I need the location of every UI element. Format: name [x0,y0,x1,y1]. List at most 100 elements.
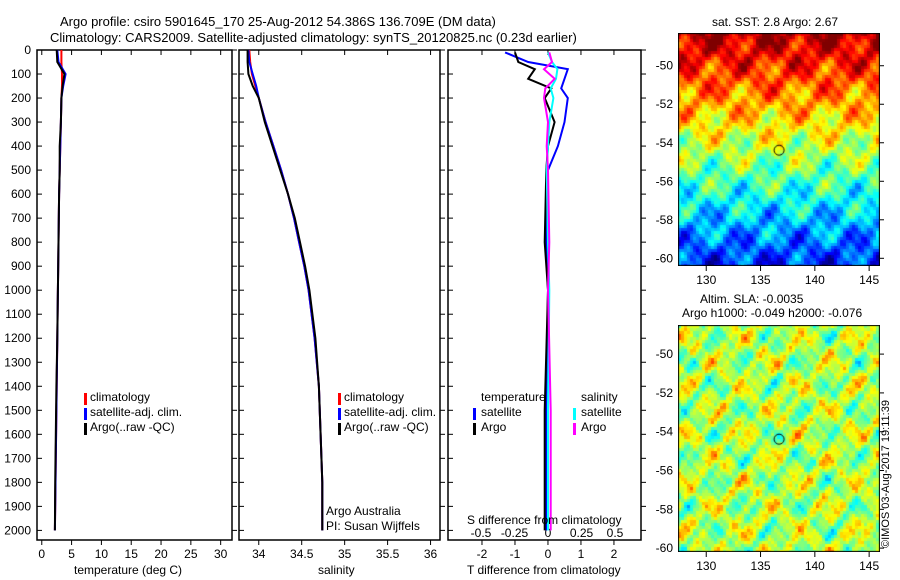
plot-frame [447,49,642,541]
map-x-tick-label: 135 [751,559,771,573]
y-tick-label: 500 [11,163,31,177]
legend-argo: Argo(..raw -QC) [90,420,175,434]
y-tick-label: 300 [11,115,31,129]
map-x-tick-label: 130 [696,559,716,573]
map-x-tick-label: 140 [805,559,825,573]
series-line-argo-raw-qc- [246,50,324,531]
y-tick-label: 800 [11,235,31,249]
series-line-argo-raw-qc- [53,49,66,531]
sla-map-title-1: Altim. SLA: -0.0035 [700,292,804,306]
sst-map-title: sat. SST: 2.8 Argo: 2.67 [712,15,839,29]
y-tick-label: 1300 [4,355,31,369]
legend-swatch [473,423,476,435]
map-y-tick-label: -50 [656,59,674,73]
legend-salinity-header: salinity [581,390,618,404]
sst-map [678,33,880,266]
x2-tick-label: 0.5 [607,526,624,540]
y-tick-label: 200 [11,91,31,105]
x2-tick-label: 0.25 [570,526,594,540]
x-tick-label: 2 [611,547,618,561]
legend-satellite: satellite-adj. clim. [344,405,437,419]
legend-swatch [338,408,341,420]
x-tick-label: 15 [125,547,139,561]
map-y-tick-label: -54 [656,136,674,150]
map-x-tick-label: 130 [696,273,716,287]
annotation-pi: PI: Susan Wijffels [326,519,420,533]
legend-climatology: climatology [90,390,151,404]
legend-s-argo: Argo [581,420,607,434]
x2-tick-label: -0.5 [471,526,492,540]
diff-x2label: S difference from climatology [467,513,622,527]
y-tick-label: 0 [24,43,31,57]
y-tick-label: 600 [11,187,31,201]
y-tick-label: 700 [11,211,31,225]
x-tick-label: 34.5 [290,547,314,561]
y-tick-label: 400 [11,139,31,153]
legend-swatch [473,408,476,420]
legend-swatch [84,393,87,405]
x-tick-label: 35 [338,547,352,561]
legend-climatology: climatology [344,390,405,404]
y-tick-label: 1200 [4,331,31,345]
map-y-tick-label: -60 [656,251,674,265]
sal-xlabel: salinity [318,563,355,577]
x-tick-label: -2 [477,547,488,561]
y-tick-label: 1800 [4,475,31,489]
x-tick-label: 1 [578,547,585,561]
legend-swatch [573,423,576,435]
x-tick-label: 25 [184,547,198,561]
map-x-tick-label: 145 [859,273,879,287]
y-tick-label: 1000 [4,283,31,297]
sla-map [678,325,880,552]
map-y-tick-label: -50 [656,347,674,361]
timestamp: ©IMOS 03-Aug-2017 19:11:39 [880,400,892,548]
series-line-t-satellite [504,51,570,531]
annotation-argo-australia: Argo Australia [326,504,401,518]
legend-swatch [338,393,341,405]
legend-satellite: satellite-adj. clim. [90,405,183,419]
x-tick-label: -1 [510,547,521,561]
legend-swatch [84,423,87,435]
y-tick-label: 1700 [4,451,31,465]
y-tick-label: 1900 [4,499,31,513]
series-line-s-argo [542,52,557,531]
plot-frame [36,49,233,541]
y-tick-label: 100 [11,67,31,81]
x-tick-label: 30 [214,547,228,561]
map-y-tick-label: -56 [656,464,674,478]
diff-xlabel: T difference from climatology [467,563,621,577]
temp-xlabel: temperature (deg C) [74,563,183,577]
legend-t-satellite: satellite [481,405,522,419]
x2-tick-label: 0 [545,526,552,540]
plot-frame [238,49,441,541]
legend-swatch [84,408,87,420]
map-y-tick-label: -52 [656,97,674,111]
y-tick-label: 1600 [4,427,31,441]
sla-map-title-2: Argo h1000: -0.049 h2000: -0.076 [682,306,863,320]
title-line-1: Argo profile: csiro 5901645_170 25-Aug-2… [60,14,496,29]
series-line-climatology [248,49,324,531]
map-y-tick-label: -58 [656,213,674,227]
legend-temperature-header: temperature [481,390,546,404]
y-tick-label: 1400 [4,379,31,393]
y-tick-label: 1100 [5,307,31,321]
legend-swatch [338,423,341,435]
map-y-tick-label: -54 [656,425,674,439]
x-tick-label: 0 [38,547,45,561]
y-tick-label: 1500 [4,403,31,417]
map-y-tick-label: -56 [656,174,674,188]
map-x-tick-label: 140 [805,273,825,287]
series-line-s-satellite [545,52,559,531]
x-tick-label: 36 [424,547,438,561]
x2-tick-label: -0.25 [501,526,529,540]
map-x-tick-label: 135 [751,273,771,287]
x-tick-label: 35.5 [376,547,400,561]
legend-argo: Argo(..raw -QC) [344,420,429,434]
legend-t-argo: Argo [481,420,507,434]
map-y-tick-label: -60 [656,541,674,555]
x-tick-label: 0 [545,547,552,561]
series-line-satellite-adj-clim- [247,49,324,531]
x-tick-label: 5 [68,547,75,561]
